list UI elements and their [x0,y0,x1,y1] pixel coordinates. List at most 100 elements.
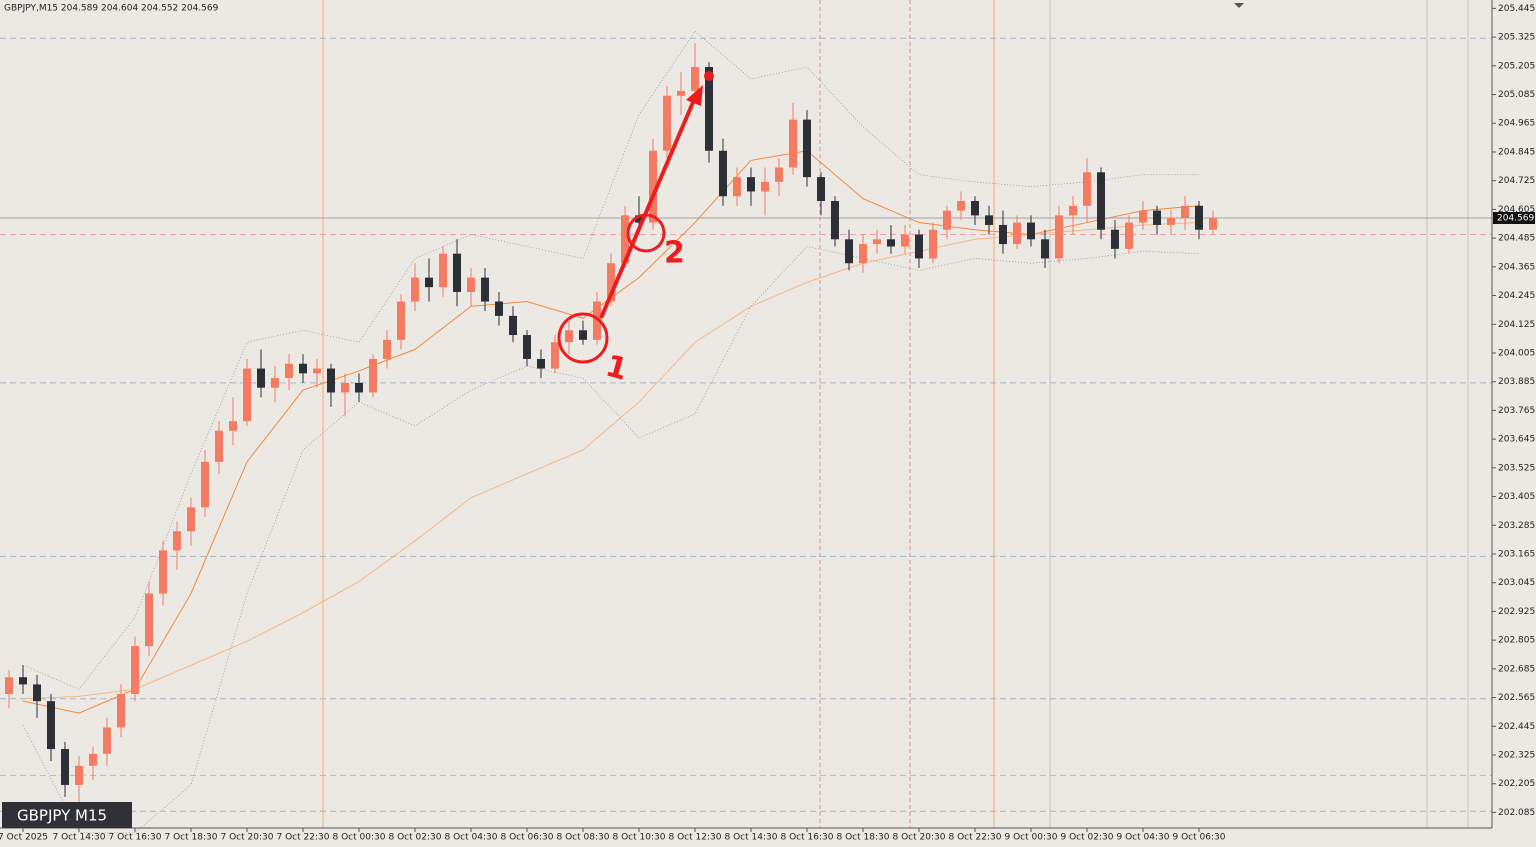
x-tick-label: 8 Oct 18:30 [837,833,890,843]
y-tick-label: 204.125 [1498,320,1535,330]
candle-body [1139,210,1147,223]
y-tick-label: 204.845 [1498,147,1535,157]
candle-body [257,368,265,388]
circle-1 [557,312,609,364]
candle-body [957,201,965,211]
annotation-label: 1 [602,349,631,388]
indicator-line [22,246,1200,834]
y-tick-label: 203.405 [1498,492,1535,502]
y-tick-label: 202.925 [1498,607,1535,617]
x-tick-label: 8 Oct 00:30 [333,833,386,843]
y-tick-label: 202.445 [1498,722,1535,732]
y-tick-label: 205.445 [1498,4,1535,14]
candle-body [537,358,545,369]
candle-body [1111,229,1119,249]
arrow-head [686,85,703,106]
candle-body [1097,172,1105,230]
watermark: GBPJPY M15 [17,807,107,825]
candle-body [1027,222,1035,240]
candle-body [61,749,69,785]
candle-body [411,277,419,302]
candle-body [1181,205,1189,218]
candle-body [999,224,1007,245]
candle-body [187,507,195,532]
candle-body [1167,217,1175,225]
candle-body [607,263,615,302]
candle-body [1125,222,1133,249]
y-tick-label: 202.085 [1498,808,1535,818]
header: GBPJPY,M15 204.589 204.604 204.552 204.5… [4,4,219,14]
candle-body [1069,205,1077,216]
y-tick-label: 203.165 [1498,549,1535,559]
candle-body [481,277,489,302]
candle-body [1041,239,1049,259]
candle-body [1209,217,1217,230]
x-tick-label: 8 Oct 04:30 [445,833,498,843]
candle-body [33,684,41,702]
candle-body [1195,205,1203,230]
x-tick-label: 9 Oct 02:30 [1061,833,1114,843]
candle-body [355,382,363,393]
candle-body [915,234,923,259]
arrow [599,99,696,319]
last-price-box [1493,212,1535,225]
candle-body [1055,215,1063,259]
candle-body [327,368,335,393]
candle-body [19,677,27,685]
y-tick-label: 203.045 [1498,578,1535,588]
y-tick-label: 205.325 [1498,33,1535,43]
x-tick-label: 8 Oct 06:30 [501,833,554,843]
candle-body [495,301,503,316]
candle-body [859,244,867,264]
x-tick-label: 8 Oct 22:30 [949,833,1002,843]
x-tick-label: 8 Oct 16:30 [781,833,834,843]
candle-body [1013,222,1021,245]
candle-body [523,335,531,359]
candle-body [299,363,307,374]
candle-body [985,215,993,225]
candle-body [75,765,83,785]
candle-body [971,201,979,216]
candle-body [901,234,909,247]
y-tick-label: 202.565 [1498,693,1535,703]
x-tick-label: 9 Oct 04:30 [1117,833,1170,843]
candle-body [145,593,153,647]
candle-body [5,677,13,694]
y-tick-label: 205.085 [1498,90,1535,100]
candle-body [467,277,475,292]
candle-body [691,67,699,91]
x-tick-label: 8 Oct 10:30 [613,833,666,843]
x-tick-label: 8 Oct 12:30 [669,833,722,843]
candle-body [509,315,517,336]
candle-body [89,753,97,766]
candle-body [677,90,685,96]
candle-body [271,378,279,388]
y-tick-label: 204.245 [1498,291,1535,301]
candle-body [705,67,713,151]
candle-body [425,277,433,288]
candle-body [803,119,811,178]
candle-body [131,646,139,694]
annotation-label: 2 [664,236,685,271]
candle-body [873,239,881,245]
y-tick-label: 202.205 [1498,779,1535,789]
y-tick-label: 204.005 [1498,348,1535,358]
y-tick-label: 203.765 [1498,406,1535,416]
candle-body [285,363,293,379]
candle-body [215,430,223,462]
candle-body [621,215,629,264]
watermark-box [2,802,132,828]
candle-body [453,253,461,292]
candle-body [173,531,181,551]
candle-body [439,253,447,288]
x-tick-label: 7 Oct 20:30 [221,833,274,843]
candle-body [593,301,601,340]
candle-body [369,358,377,393]
candle-body [761,181,769,192]
y-tick-label: 203.885 [1498,377,1535,387]
candle-body [313,368,321,374]
x-tick-label: 7 Oct 16:30 [109,833,162,843]
candle-body [1153,210,1161,225]
candle-body [747,177,755,192]
